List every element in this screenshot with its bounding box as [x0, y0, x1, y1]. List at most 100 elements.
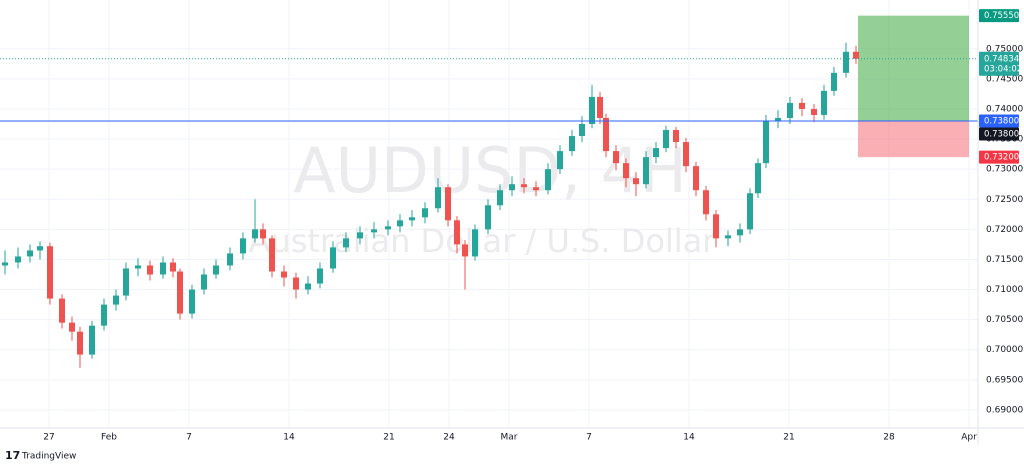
y-tick-label: 0.74500 [986, 74, 1023, 84]
candle-body [269, 238, 275, 272]
candle-body [343, 238, 349, 248]
candle-body [37, 246, 43, 251]
candle-body [821, 90, 827, 115]
y-tick-label: 0.73000 [986, 165, 1023, 175]
brand-name: TradingView [21, 452, 76, 462]
candle-body [177, 271, 183, 314]
candle-body [623, 163, 629, 179]
candle-body [317, 268, 323, 284]
candle-body [252, 229, 258, 239]
candle-body [260, 229, 266, 239]
candle-body [853, 51, 859, 59]
y-tick-label: 0.72500 [986, 195, 1023, 205]
candle-body [737, 229, 743, 236]
candle-body [27, 250, 33, 257]
candle-body [589, 96, 595, 125]
candle-body [371, 229, 377, 233]
y-tick-label: 0.70000 [986, 345, 1023, 355]
target-label-bg [979, 9, 1019, 23]
candle-body [435, 187, 441, 209]
candle-body [799, 102, 805, 109]
candle-body [643, 157, 649, 185]
y-tick-label: 0.75000 [986, 44, 1023, 54]
y-tick-label: 0.69000 [986, 405, 1023, 415]
candle-body [89, 325, 95, 355]
candle-body [613, 151, 619, 164]
candle-body [521, 184, 527, 188]
candle-body [775, 117, 781, 121]
stop-zone [858, 120, 969, 158]
candle-body [569, 136, 575, 152]
candle-body [357, 232, 363, 239]
y-tick-label: 0.71500 [986, 255, 1023, 265]
x-tick-label: 28 [883, 433, 895, 443]
stop-label-bg [979, 150, 1019, 164]
candle-body [305, 283, 311, 290]
candle-body [545, 169, 551, 191]
x-tick-label: 27 [43, 433, 54, 443]
x-tick-label: Feb [101, 433, 117, 443]
candle-body [579, 124, 585, 137]
candle-body [59, 298, 65, 323]
candle-body [15, 256, 21, 263]
candle-body [47, 246, 53, 299]
candle-body [603, 117, 609, 152]
candle-body [533, 187, 539, 191]
candle-body [497, 190, 503, 206]
last-price-label-bg [979, 51, 1019, 76]
candle-body [397, 220, 403, 227]
x-tick-label: 21 [383, 433, 394, 443]
candle-body [227, 253, 233, 266]
candle-body [703, 190, 709, 215]
candle-body [673, 130, 679, 143]
candle-body [485, 205, 491, 230]
candle-body [77, 331, 83, 355]
candle-body [170, 262, 176, 272]
candle-body [445, 187, 451, 221]
candle-body [763, 120, 769, 164]
candle-body [454, 220, 460, 245]
candle-body [281, 271, 287, 278]
price-lines [0, 58, 978, 122]
candle-body [123, 268, 129, 296]
candle-body [201, 274, 207, 290]
candle-body [385, 226, 391, 230]
watermark-symbol: AUDUSD, 4H [293, 134, 687, 207]
candle-body [811, 108, 817, 115]
candle-body [293, 277, 299, 290]
candle-body [693, 166, 699, 191]
candle-body [189, 289, 195, 314]
candle-body [831, 72, 837, 91]
entry-label-secondary-bg [979, 127, 1019, 141]
x-tick-label: 7 [586, 433, 592, 443]
candle-body [213, 265, 219, 275]
candle-body [509, 184, 515, 191]
y-tick-label: 0.72000 [986, 225, 1023, 235]
y-tick-label: 0.70500 [986, 315, 1023, 325]
x-tick-label: 14 [683, 433, 695, 443]
entry-label-bg [979, 114, 1019, 128]
candle-body [422, 208, 428, 218]
candle-body [747, 193, 753, 230]
candle-body [683, 142, 689, 167]
candle-body [135, 265, 141, 269]
y-tick-label: 0.71000 [986, 285, 1023, 295]
entry-label-secondary: 0.73800 [984, 129, 1019, 139]
candle-body [713, 214, 719, 239]
candle-body [147, 265, 153, 275]
entry-label: 0.73800 [984, 116, 1019, 126]
candle-body [472, 229, 478, 257]
candle-body [69, 322, 75, 332]
x-tick-label: 24 [443, 433, 455, 443]
brand: 17 TradingView [5, 449, 76, 462]
x-tick-label: 21 [783, 433, 794, 443]
position-tool[interactable] [858, 15, 969, 158]
last-price-label: 03:04:02 [984, 64, 1022, 74]
candle-body [330, 247, 336, 269]
candle-body [557, 151, 563, 170]
candle-body [725, 235, 731, 239]
target-label: 0.75550 [984, 11, 1019, 21]
axes: 0.750000.745000.740000.735000.730000.725… [43, 9, 1023, 443]
